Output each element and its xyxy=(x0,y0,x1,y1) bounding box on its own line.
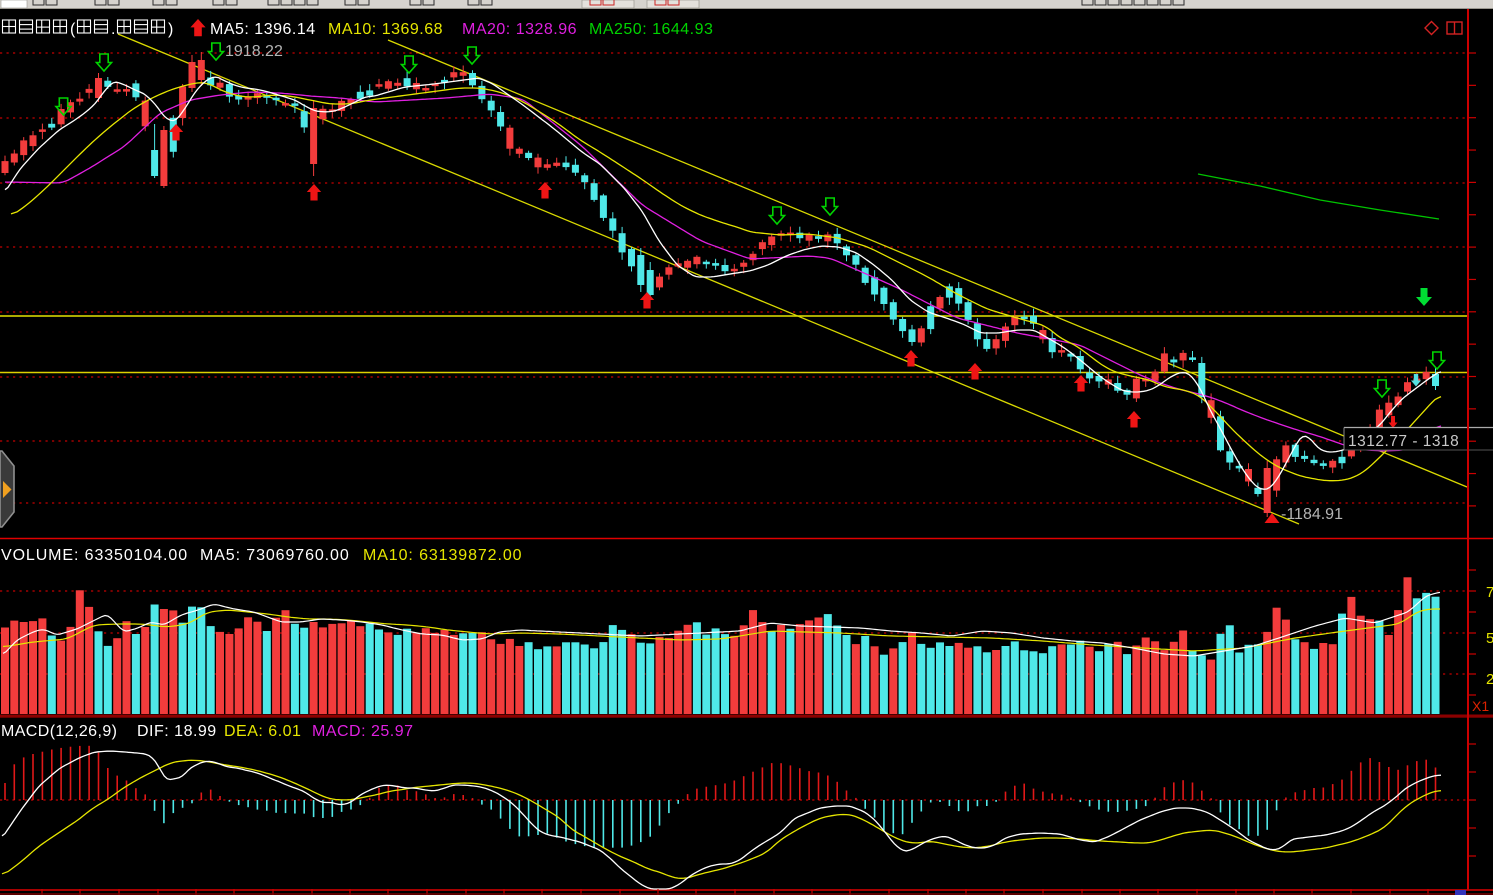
svg-text:MA10: 1369.68: MA10: 1369.68 xyxy=(328,21,443,38)
svg-text:MA10: 63139872.00: MA10: 63139872.00 xyxy=(363,547,522,564)
svg-text:DEA: 6.01: DEA: 6.01 xyxy=(224,723,301,740)
svg-text:VOLUME: 63350104.00: VOLUME: 63350104.00 xyxy=(1,547,188,564)
svg-text:MA20: 1328.96: MA20: 1328.96 xyxy=(462,21,577,38)
svg-text:MACD(12,26,9): MACD(12,26,9) xyxy=(1,723,117,740)
svg-text:.: . xyxy=(111,21,115,38)
svg-text:-1184.91: -1184.91 xyxy=(1281,506,1343,523)
svg-text:MA5: 73069760.00: MA5: 73069760.00 xyxy=(200,547,350,564)
svg-text:MA250: 1644.93: MA250: 1644.93 xyxy=(589,21,713,38)
svg-text:2: 2 xyxy=(1486,671,1493,688)
svg-text:7: 7 xyxy=(1486,584,1493,601)
svg-text:DIF: 18.99: DIF: 18.99 xyxy=(137,723,217,740)
svg-text:MA5: 1396.14: MA5: 1396.14 xyxy=(210,21,316,38)
svg-text:1918.22: 1918.22 xyxy=(225,43,283,60)
svg-text:): ) xyxy=(168,21,173,38)
svg-text:X1: X1 xyxy=(1472,698,1489,714)
svg-text:5: 5 xyxy=(1486,630,1493,647)
svg-text:(: ( xyxy=(70,21,76,38)
svg-text:MACD: 25.97: MACD: 25.97 xyxy=(312,723,414,740)
svg-text:1312.77 - 1318: 1312.77 - 1318 xyxy=(1348,433,1459,450)
